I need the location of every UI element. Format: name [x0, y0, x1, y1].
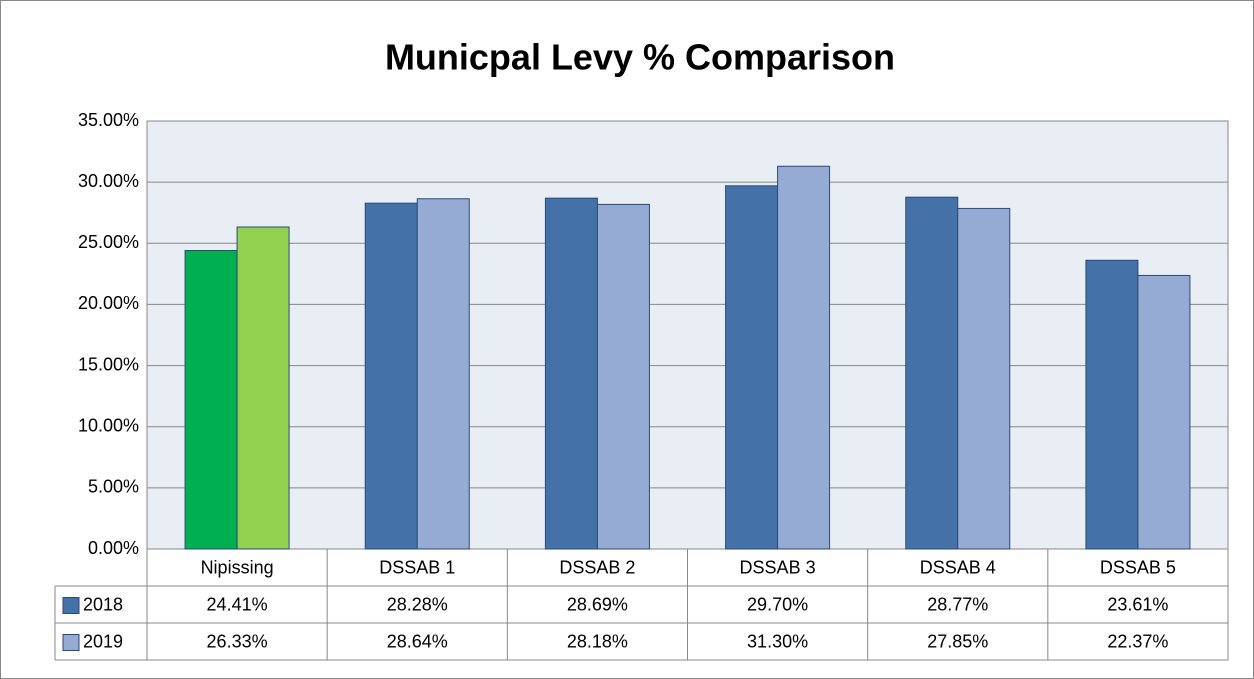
- y-tick-label: 0.00%: [88, 538, 139, 558]
- bar: [777, 165, 831, 550]
- y-tick-label: 10.00%: [78, 415, 139, 435]
- legend-label: 2018: [83, 594, 123, 614]
- x-tick-label: DSSAB 2: [559, 557, 635, 577]
- bar: [725, 185, 779, 550]
- x-tick-label: DSSAB 5: [1100, 557, 1176, 577]
- bar: [957, 207, 1011, 550]
- y-tick-label: 5.00%: [88, 477, 139, 497]
- x-tick-label: DSSAB 4: [920, 557, 996, 577]
- table-value: 28.28%: [387, 594, 448, 614]
- bar: [596, 203, 650, 550]
- table-value: 28.64%: [387, 631, 448, 651]
- table-value: 27.85%: [927, 631, 988, 651]
- table-value: 28.18%: [567, 631, 628, 651]
- y-tick-label: 35.00%: [78, 110, 139, 130]
- bar: [1137, 274, 1191, 550]
- table-value: 23.61%: [1107, 594, 1168, 614]
- table-value: 22.37%: [1107, 631, 1168, 651]
- legend-key: [62, 634, 80, 651]
- y-tick-label: 20.00%: [78, 293, 139, 313]
- bar: [416, 198, 470, 550]
- table-value: 24.41%: [207, 594, 268, 614]
- bar: [1085, 259, 1139, 550]
- y-tick-label: 15.00%: [78, 354, 139, 374]
- bar: [544, 197, 598, 550]
- table-value: 28.77%: [927, 594, 988, 614]
- legend-key: [62, 597, 80, 614]
- bar: [364, 202, 418, 550]
- bar: [184, 250, 238, 550]
- y-tick-label: 30.00%: [78, 171, 139, 191]
- bar: [236, 226, 290, 550]
- x-tick-label: Nipissing: [201, 557, 274, 577]
- y-tick-label: 25.00%: [78, 232, 139, 252]
- table-value: 29.70%: [747, 594, 808, 614]
- plot-area: [146, 120, 1229, 550]
- bar: [905, 196, 959, 550]
- table-value: 26.33%: [207, 631, 268, 651]
- table-value: 31.30%: [747, 631, 808, 651]
- legend-label: 2019: [83, 631, 123, 651]
- x-tick-label: DSSAB 3: [740, 557, 816, 577]
- chart-title: Municpal Levy % Comparison: [385, 37, 895, 78]
- x-tick-label: DSSAB 1: [379, 557, 455, 577]
- table-value: 28.69%: [567, 594, 628, 614]
